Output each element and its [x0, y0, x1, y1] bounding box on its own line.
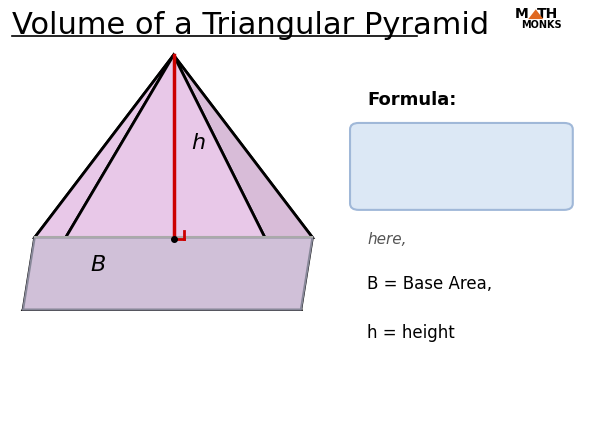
Text: B = Base Area,: B = Base Area,	[367, 275, 493, 293]
Text: h = height: h = height	[367, 324, 455, 342]
Polygon shape	[23, 237, 313, 310]
Polygon shape	[35, 55, 313, 237]
Text: B: B	[91, 255, 106, 275]
Text: TH: TH	[537, 6, 558, 21]
Text: h: h	[191, 133, 205, 153]
Polygon shape	[173, 55, 313, 310]
Text: Volume of a Triangular Pyramid: Volume of a Triangular Pyramid	[11, 11, 488, 39]
Polygon shape	[528, 9, 543, 19]
Text: Volume (V) = $\dfrac{1}{3}$Bh: Volume (V) = $\dfrac{1}{3}$Bh	[369, 148, 537, 183]
Polygon shape	[23, 55, 301, 310]
Text: MONKS: MONKS	[521, 20, 562, 31]
Polygon shape	[23, 55, 173, 310]
Text: M: M	[515, 6, 529, 21]
Text: Formula:: Formula:	[367, 91, 457, 109]
FancyBboxPatch shape	[350, 123, 573, 210]
Text: here,: here,	[367, 232, 407, 247]
